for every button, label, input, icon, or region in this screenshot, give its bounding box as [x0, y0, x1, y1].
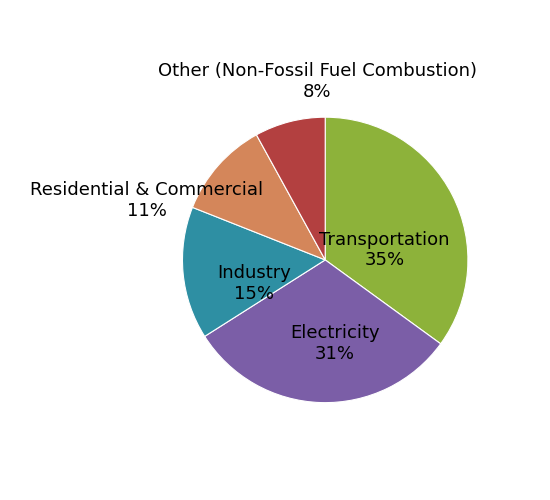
- Text: Electricity
31%: Electricity 31%: [290, 324, 380, 362]
- Wedge shape: [256, 117, 325, 260]
- Wedge shape: [205, 260, 441, 402]
- Text: Residential & Commercial
11%: Residential & Commercial 11%: [30, 181, 263, 220]
- Text: Other (Non-Fossil Fuel Combustion)
8%: Other (Non-Fossil Fuel Combustion) 8%: [158, 62, 477, 101]
- Text: Industry
15%: Industry 15%: [217, 264, 291, 303]
- Wedge shape: [183, 208, 325, 336]
- Wedge shape: [192, 135, 325, 260]
- Wedge shape: [325, 117, 468, 344]
- Text: Transportation
35%: Transportation 35%: [320, 230, 450, 270]
